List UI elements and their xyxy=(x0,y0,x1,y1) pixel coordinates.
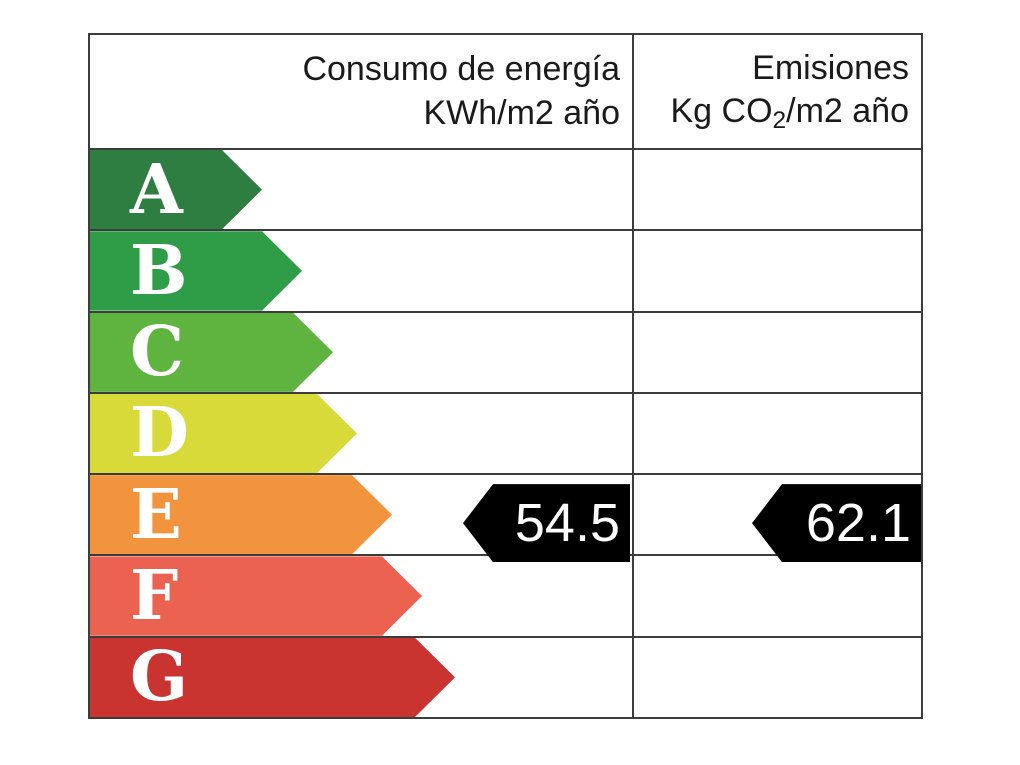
rating-arrow-a: A xyxy=(90,150,262,229)
rating-row-c: C xyxy=(90,313,921,394)
consumo-value-indicator: 54.5 xyxy=(463,484,630,563)
rating-rows: A B C D E 54.5 62.1 F G xyxy=(90,150,921,717)
table-header: Consumo de energía KWh/m2 año Emisiones … xyxy=(90,35,921,150)
rating-arrow-f: F xyxy=(90,556,422,635)
emisiones-header-line1: Emisiones xyxy=(752,48,909,87)
rating-table: Consumo de energía KWh/m2 año Emisiones … xyxy=(88,33,923,719)
rating-arrow-e: E xyxy=(90,475,392,554)
rating-row-d: D xyxy=(90,394,921,476)
rating-arrow-c: C xyxy=(90,313,333,392)
emisiones-value-indicator: 62.1 xyxy=(752,484,921,563)
rating-row-e: E 54.5 62.1 xyxy=(90,475,921,563)
consumo-header-line1: Consumo de energía xyxy=(302,49,620,88)
co2-subscript: 2 xyxy=(772,107,787,135)
rating-row-a: A xyxy=(90,150,921,232)
rating-arrow-d: D xyxy=(90,394,357,473)
rating-arrow-b: B xyxy=(90,231,302,310)
rating-row-g: G xyxy=(90,638,921,717)
consumo-header-line2: KWh/m2 año xyxy=(423,93,620,132)
column-divider xyxy=(632,35,634,717)
rating-row-b: B xyxy=(90,231,921,313)
rating-row-f: F xyxy=(90,556,921,638)
emisiones-header: Emisiones Kg CO2/m2 año xyxy=(634,35,921,148)
consumo-header: Consumo de energía KWh/m2 año xyxy=(90,35,634,148)
emisiones-header-line2: Kg CO2/m2 año xyxy=(670,92,909,135)
rating-arrow-g: G xyxy=(90,638,455,717)
